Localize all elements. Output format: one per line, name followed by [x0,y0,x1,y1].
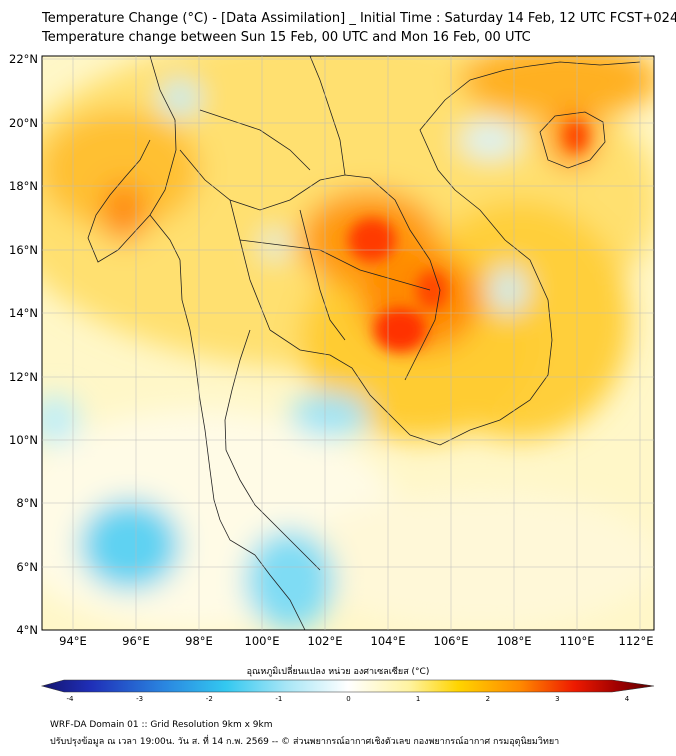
colorbar-tick-label: -4 [67,695,75,703]
lat-label-6n: 6°N [16,560,38,574]
coastlines [87,56,641,630]
lat-label-16n: 16°N [9,243,38,257]
title-line-2: Temperature change between Sun 15 Feb, 0… [42,30,531,45]
colorbar-tick-label: 4 [625,695,630,703]
colorbar-tick-label: -3 [136,695,143,703]
title-line-1: Temperature Change (°C) - [Data Assimila… [42,11,676,26]
colorbar-tick-label: 3 [555,695,559,703]
lat-label-14n: 14°N [9,306,38,320]
map-frame [41,55,655,631]
lon-label-100e: 100°E [245,634,280,648]
lon-label-106e: 106°E [434,634,469,648]
gridlines [42,56,654,630]
footer-line-1: WRF-DA Domain 01 :: Grid Resolution 9km … [50,720,273,730]
lon-label-112e: 112°E [619,634,654,648]
colorbar: -4 -3 -2 -1 0 1 2 3 4 [40,679,655,703]
lon-label-98e: 98°E [185,634,213,648]
colorbar-tick-label: -1 [275,695,282,703]
colorbar-tick-label: 1 [416,695,420,703]
colorbar-tick-label: -2 [206,695,213,703]
lat-label-18n: 18°N [9,179,38,193]
lon-label-104e: 104°E [371,634,406,648]
temperature-field [42,56,654,630]
lat-label-8n: 8°N [16,496,38,510]
colorbar-label: อุณหภูมิเปลี่ยนแปลง หน่วย องศาเซลเซียส (… [246,667,430,677]
lat-label-20n: 20°N [9,116,38,130]
lat-label-4n: 4°N [16,623,38,637]
colorbar-tick-label: 0 [346,695,350,703]
lat-label-10n: 10°N [9,433,38,447]
lat-label-22n: 22°N [9,52,38,66]
lon-label-102e: 102°E [308,634,343,648]
lat-label-12n: 12°N [9,370,38,384]
lon-label-110e: 110°E [560,634,595,648]
lon-label-108e: 108°E [497,634,532,648]
lon-label-94e: 94°E [59,634,87,648]
footer-line-2: ปรับปรุงข้อมูล ณ เวลา 19:00น. วัน ส. ที่… [50,737,560,747]
colorbar-tick-label: 2 [486,695,490,703]
lon-label-96e: 96°E [122,634,150,648]
